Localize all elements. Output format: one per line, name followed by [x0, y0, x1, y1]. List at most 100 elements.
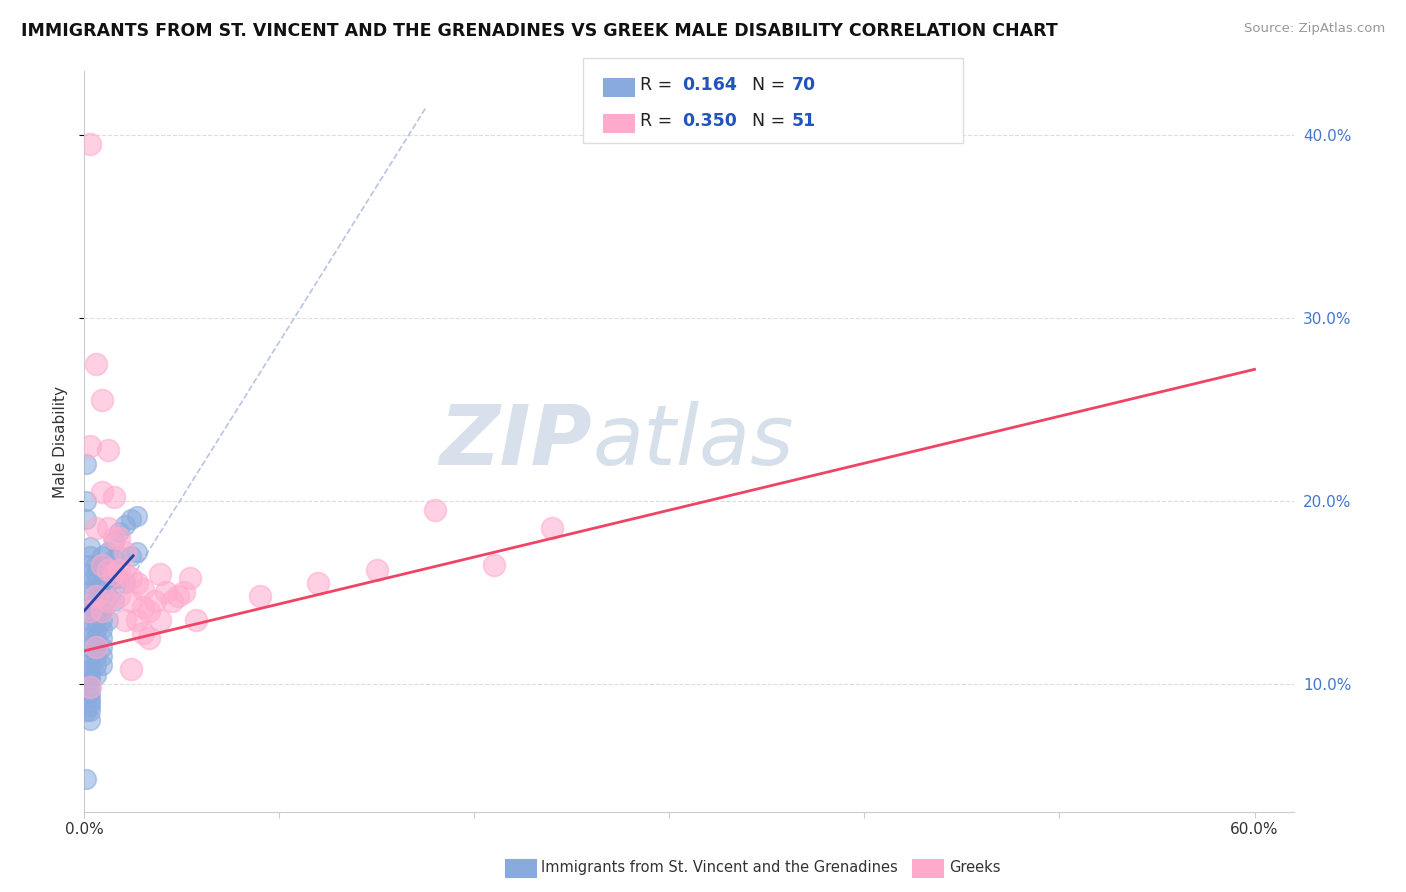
- Point: [90, 640, 112, 655]
- Point: [79, 704, 101, 718]
- Point: [84, 649, 107, 664]
- Point: [114, 567, 136, 582]
- Point: [108, 549, 131, 563]
- Point: [155, 585, 177, 599]
- Point: [84, 576, 107, 591]
- Point: [90, 613, 112, 627]
- Point: [90, 576, 112, 591]
- Point: [97, 563, 120, 577]
- Point: [97, 563, 120, 577]
- Point: [120, 571, 142, 585]
- Point: [79, 585, 101, 599]
- Text: Immigrants from St. Vincent and the Grenadines: Immigrants from St. Vincent and the Gren…: [541, 860, 898, 874]
- Point: [90, 549, 112, 563]
- Point: [84, 604, 107, 618]
- Point: [90, 589, 112, 603]
- Point: [103, 534, 125, 549]
- Point: [138, 604, 160, 618]
- Point: [160, 594, 183, 608]
- Point: [132, 582, 155, 596]
- Point: [79, 622, 101, 636]
- Point: [108, 589, 131, 603]
- Point: [366, 563, 388, 577]
- Point: [79, 567, 101, 582]
- Point: [90, 622, 112, 636]
- Point: [184, 613, 207, 627]
- Text: N =: N =: [752, 112, 792, 130]
- Point: [90, 649, 112, 664]
- Point: [179, 571, 201, 585]
- Text: R =: R =: [640, 76, 678, 94]
- Point: [84, 658, 107, 673]
- Point: [79, 558, 101, 572]
- Text: 0.350: 0.350: [682, 112, 737, 130]
- Point: [149, 567, 172, 582]
- Point: [79, 640, 101, 655]
- Text: atlas: atlas: [592, 401, 794, 482]
- Point: [79, 649, 101, 664]
- Point: [108, 563, 131, 577]
- Point: [97, 613, 120, 627]
- Text: ZIP: ZIP: [440, 401, 592, 482]
- Point: [120, 512, 142, 526]
- Point: [90, 604, 112, 618]
- Point: [114, 517, 136, 532]
- Text: IMMIGRANTS FROM ST. VINCENT AND THE GRENADINES VS GREEK MALE DISABILITY CORRELAT: IMMIGRANTS FROM ST. VINCENT AND THE GREN…: [21, 22, 1057, 40]
- Point: [75, 458, 97, 472]
- Text: R =: R =: [640, 112, 678, 130]
- Point: [84, 558, 107, 572]
- Point: [125, 508, 148, 523]
- Point: [90, 631, 112, 645]
- Point: [79, 691, 101, 706]
- Point: [84, 567, 107, 582]
- Point: [132, 599, 155, 614]
- Point: [482, 558, 505, 572]
- Text: N =: N =: [752, 76, 792, 94]
- Point: [90, 604, 112, 618]
- Point: [541, 521, 564, 535]
- Point: [173, 585, 195, 599]
- Point: [84, 622, 107, 636]
- Point: [755, 113, 778, 128]
- Point: [103, 594, 125, 608]
- Point: [97, 576, 120, 591]
- Point: [79, 594, 101, 608]
- Point: [125, 576, 148, 591]
- Point: [84, 640, 107, 655]
- Point: [84, 667, 107, 681]
- Point: [79, 576, 101, 591]
- Point: [79, 631, 101, 645]
- Point: [249, 589, 271, 603]
- Point: [79, 673, 101, 687]
- Point: [79, 698, 101, 713]
- Point: [79, 658, 101, 673]
- Point: [79, 681, 101, 695]
- Point: [425, 503, 447, 517]
- Text: 0.164: 0.164: [682, 76, 737, 94]
- Point: [79, 613, 101, 627]
- Point: [79, 604, 101, 618]
- Point: [103, 552, 125, 566]
- Point: [143, 594, 166, 608]
- Point: [79, 681, 101, 695]
- Point: [97, 589, 120, 603]
- Point: [84, 631, 107, 645]
- Point: [79, 686, 101, 700]
- Point: [120, 549, 142, 563]
- Text: Greeks: Greeks: [949, 860, 1001, 874]
- Point: [114, 576, 136, 591]
- Text: Source: ZipAtlas.com: Source: ZipAtlas.com: [1244, 22, 1385, 36]
- Point: [108, 531, 131, 545]
- Point: [79, 714, 101, 728]
- Point: [79, 667, 101, 681]
- Point: [167, 589, 190, 603]
- Point: [90, 393, 112, 408]
- Point: [103, 567, 125, 582]
- Point: [97, 545, 120, 559]
- Point: [120, 594, 142, 608]
- Point: [79, 137, 101, 152]
- Point: [90, 558, 112, 572]
- Point: [84, 521, 107, 535]
- Point: [75, 512, 97, 526]
- Point: [108, 571, 131, 585]
